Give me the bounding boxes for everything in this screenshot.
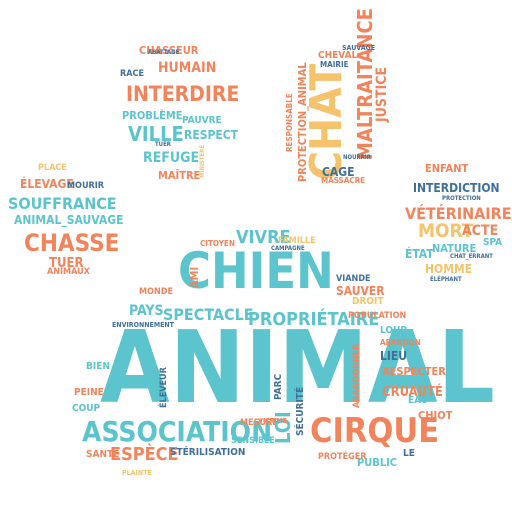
word: MASSACRE (321, 176, 366, 185)
word: EAU (408, 395, 429, 406)
word: CHASSEUR (139, 44, 199, 57)
word: HUMAIN (158, 60, 217, 76)
word: CAMPAGNE (271, 245, 305, 252)
word: LE (403, 448, 415, 459)
word: LIEU (380, 349, 408, 363)
word: HOMME (425, 262, 473, 276)
word: MALTRAITANCE (353, 8, 377, 160)
word: PROPRIÉTAIRE (248, 309, 380, 330)
word: AMI (188, 266, 201, 288)
word: CITOYEN (200, 239, 235, 248)
word: TUER (49, 256, 84, 271)
word: ANIMAL_SAUVAGE (14, 213, 124, 227)
word: ÉLEVEUR (159, 367, 169, 408)
word: TUER (155, 141, 171, 148)
word: ABATTAGE (148, 49, 180, 56)
word: JUSTICE (374, 66, 390, 122)
word: NATURE (432, 242, 477, 255)
word: VIVRE (236, 227, 291, 248)
word: SENSIBLE (231, 436, 275, 446)
word: PROBLÈME (122, 109, 183, 122)
word: NOURRIR (343, 154, 371, 161)
word: SOUFFRANCE (8, 194, 117, 213)
word: FAMILLE (278, 236, 316, 246)
word: DROIT (352, 296, 384, 307)
word: PUBLIC (357, 456, 398, 469)
word: INTERDIRE (126, 82, 240, 106)
word: ESPÈCE (110, 444, 179, 465)
word: ÉLÉPHANT (430, 276, 462, 283)
word: RESPECT (184, 128, 239, 142)
word: PLAINTE (122, 469, 152, 477)
word: RESPONSABLE (285, 93, 294, 152)
word: ÉLEVAGE (20, 177, 74, 191)
word: SAUVAGE (342, 44, 376, 52)
word: MOURIR (67, 181, 104, 191)
word: PROTECTION_ANIMAL (296, 62, 309, 182)
word: STÉRILISATION (170, 447, 246, 458)
word: VIANDE (336, 274, 371, 284)
word: RACE (120, 69, 144, 79)
word: ANIMAL (100, 309, 495, 426)
word: CHASSE (24, 229, 120, 257)
word: COUP (72, 403, 101, 414)
word: CHIEN (178, 242, 334, 300)
word: LOUP (380, 325, 407, 336)
word: PROTÉGER (318, 452, 367, 462)
word: ASSOCIATION (82, 415, 273, 448)
word: PAUVRE (182, 115, 222, 126)
word: REFUGE (143, 150, 200, 166)
word: PARC (273, 373, 284, 400)
word: ANIMAUX (47, 267, 90, 277)
word: ABANDON (380, 338, 421, 347)
word: MAIRIE (320, 60, 349, 69)
word: ENVIRONNEMENT (112, 321, 174, 329)
word: SAUVER (336, 284, 385, 298)
word: PROTECTION (442, 195, 481, 202)
word: BIEN (86, 361, 110, 372)
word: PEINE (74, 387, 104, 398)
word: INTERDICTION (413, 181, 500, 195)
word: MONDE (139, 287, 173, 297)
word: ABANDONNER (352, 343, 362, 408)
word: ACTE (462, 223, 499, 239)
word: SÉCURITÉ (295, 386, 306, 436)
word: POPULATION (348, 311, 407, 321)
word: PAYS (129, 303, 164, 319)
word: CHAT (301, 63, 352, 180)
word: VÉTÉRINAIRE (405, 204, 512, 223)
word: CHEVAL (318, 50, 358, 61)
word: MORT (418, 220, 474, 242)
word: CAGE (322, 165, 355, 179)
word: VICTIME (258, 417, 288, 425)
word: PLACE (38, 163, 67, 173)
word: VILLE (128, 122, 184, 146)
word: ENFANT (425, 162, 469, 175)
word: SPA (483, 237, 503, 248)
word: SANTÉ (86, 449, 120, 460)
word: CRUAUTÉ (382, 385, 443, 400)
word: CHAT_ERRANT (450, 253, 493, 260)
word: RESPECTER (382, 365, 446, 378)
word: MESURE (240, 418, 278, 428)
word: MAÎTRE (158, 169, 201, 182)
word: ÉTAT (405, 247, 434, 261)
word: CHIOT (418, 409, 453, 422)
word: SPECTACLE (163, 305, 254, 324)
word: MINISTÈRE (199, 144, 206, 178)
word: CIRQUE (310, 411, 440, 451)
